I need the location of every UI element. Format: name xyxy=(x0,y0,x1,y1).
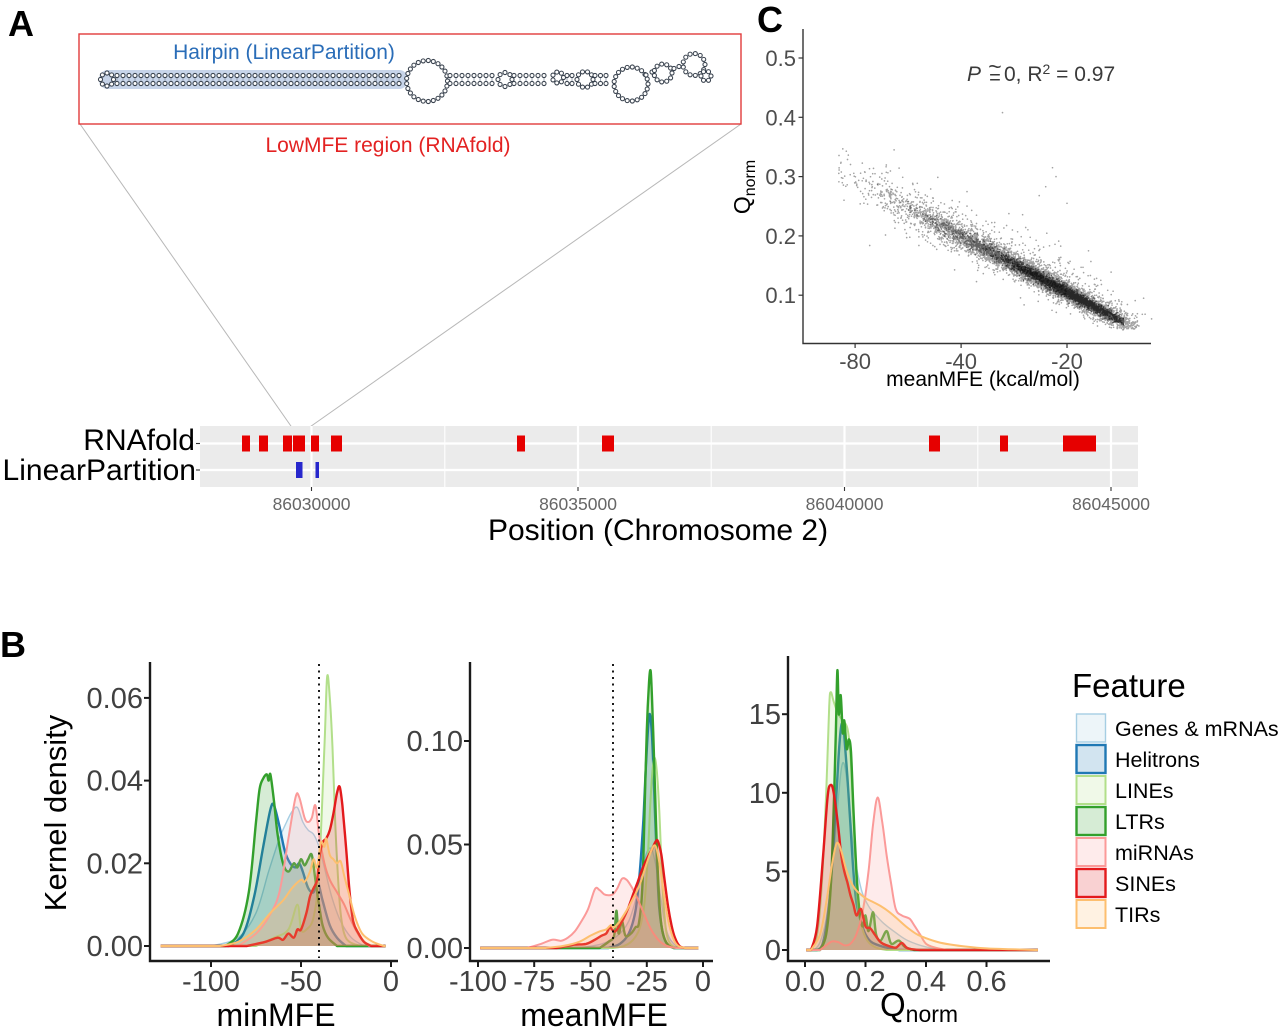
svg-text:0.02: 0.02 xyxy=(87,848,143,880)
svg-text:0: 0 xyxy=(383,966,399,998)
svg-text:0.04: 0.04 xyxy=(87,766,143,798)
svg-text:LinearPartition: LinearPartition xyxy=(3,454,196,487)
svg-text:minMFE: minMFE xyxy=(216,997,335,1031)
svg-text:meanMFE: meanMFE xyxy=(520,997,668,1031)
svg-text:86030000: 86030000 xyxy=(273,494,351,514)
svg-text:Feature: Feature xyxy=(1072,667,1186,704)
svg-text:Position (Chromosome 2): Position (Chromosome 2) xyxy=(488,514,828,547)
svg-text:86040000: 86040000 xyxy=(806,494,884,514)
svg-text:meanMFE (kcal/mol): meanMFE (kcal/mol) xyxy=(886,368,1080,391)
svg-text:15: 15 xyxy=(749,699,781,731)
svg-text:0.5: 0.5 xyxy=(765,46,796,71)
svg-text:RNAfold: RNAfold xyxy=(83,424,195,457)
svg-text:Helitrons: Helitrons xyxy=(1115,748,1200,772)
svg-text:LowMFE region (RNAfold): LowMFE region (RNAfold) xyxy=(265,134,510,157)
svg-text:0.4: 0.4 xyxy=(765,105,796,130)
svg-text:0.10: 0.10 xyxy=(407,726,463,758)
svg-text:0.00: 0.00 xyxy=(87,931,143,963)
svg-text:0: 0 xyxy=(765,935,781,967)
svg-text:P: P xyxy=(967,63,981,86)
svg-text:-50: -50 xyxy=(280,966,322,998)
svg-text:-25: -25 xyxy=(626,966,668,998)
svg-text:TIRs: TIRs xyxy=(1115,903,1160,927)
svg-text:SINEs: SINEs xyxy=(1115,872,1176,896)
svg-text:=: = xyxy=(989,67,1001,89)
svg-text:LINEs: LINEs xyxy=(1115,779,1174,803)
svg-text:0.3: 0.3 xyxy=(765,165,796,190)
svg-text:Kernel density: Kernel density xyxy=(38,714,73,911)
svg-text:10: 10 xyxy=(749,778,781,810)
svg-text:0.00: 0.00 xyxy=(407,933,463,965)
svg-text:-40: -40 xyxy=(945,349,977,374)
svg-text:B: B xyxy=(0,624,26,665)
svg-text:0.4: 0.4 xyxy=(906,966,946,998)
svg-text:0.2: 0.2 xyxy=(765,224,796,249)
svg-text:-75: -75 xyxy=(513,966,555,998)
svg-text:0.05: 0.05 xyxy=(407,830,463,862)
svg-text:86045000: 86045000 xyxy=(1072,494,1150,514)
svg-text:0.06: 0.06 xyxy=(87,683,143,715)
svg-text:0.6: 0.6 xyxy=(966,966,1006,998)
svg-text:-100: -100 xyxy=(182,966,240,998)
svg-text:5: 5 xyxy=(765,856,781,888)
svg-text:~: ~ xyxy=(988,54,1001,80)
svg-text:86035000: 86035000 xyxy=(539,494,617,514)
svg-text:0.0: 0.0 xyxy=(785,966,825,998)
svg-text:-80: -80 xyxy=(839,349,871,374)
svg-text:miRNAs: miRNAs xyxy=(1115,841,1194,865)
svg-text:-50: -50 xyxy=(570,966,612,998)
svg-text:0, R2 = 0.97: 0, R2 = 0.97 xyxy=(1004,61,1115,86)
svg-text:0: 0 xyxy=(695,966,711,998)
svg-text:0.1: 0.1 xyxy=(765,283,796,308)
svg-text:Hairpin (LinearPartition): Hairpin (LinearPartition) xyxy=(173,41,395,64)
svg-text:-100: -100 xyxy=(449,966,507,998)
svg-text:-20: -20 xyxy=(1051,349,1083,374)
svg-text:C: C xyxy=(757,0,783,40)
svg-text:Genes & mRNAs: Genes & mRNAs xyxy=(1115,717,1279,741)
svg-text:0.2: 0.2 xyxy=(845,966,885,998)
svg-text:A: A xyxy=(8,3,34,44)
svg-text:LTRs: LTRs xyxy=(1115,810,1165,834)
